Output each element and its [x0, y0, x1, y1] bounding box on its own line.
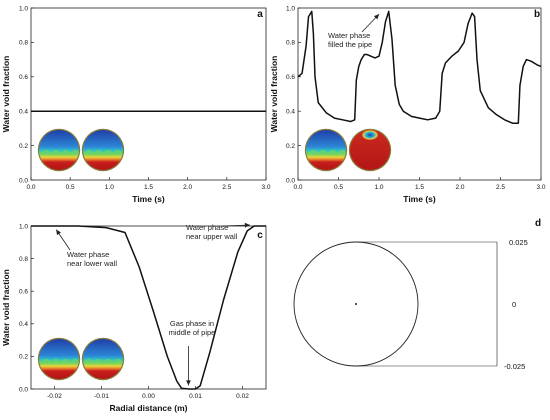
x-tick-label: 2.5 — [496, 184, 505, 191]
pipe-center-dot — [355, 303, 357, 305]
x-tick-label: 1.5 — [144, 184, 153, 191]
y-tick-label: 1.0 — [286, 5, 295, 12]
x-tick-label: 1.0 — [374, 184, 383, 191]
y-tick-label: 0.0 — [286, 177, 295, 184]
annotation-text: Water phase — [67, 250, 109, 259]
x-tick-label: 2.0 — [455, 184, 464, 191]
dimension-label-bottom: -0.025 — [504, 362, 525, 371]
y-tick-label: 0.6 — [286, 74, 295, 81]
cross-section-thumbnail — [81, 337, 125, 381]
cross-section-thumbnail — [37, 337, 81, 381]
x-axis-label: Time (s) — [403, 194, 436, 204]
x-tick-label: 2.0 — [183, 184, 192, 191]
x-tick-label: 0.5 — [334, 184, 343, 191]
annotation-text: Water phase — [328, 31, 370, 40]
y-tick-label: 0.8 — [19, 256, 28, 263]
data-series-line — [31, 225, 266, 390]
y-tick-label: 0.0 — [19, 386, 28, 393]
y-tick-label: 0.2 — [286, 143, 295, 150]
x-tick-label: 0.0 — [293, 184, 302, 191]
y-tick-label: 0.0 — [19, 177, 28, 184]
dimension-label-top: 0.025 — [509, 238, 528, 247]
data-series-line — [297, 10, 542, 124]
arrow-head — [373, 14, 380, 20]
y-tick-label: 0.6 — [19, 74, 28, 81]
arrow-head — [244, 222, 250, 228]
x-tick-label: 1.0 — [105, 184, 114, 191]
panel-label: c — [257, 230, 263, 241]
annotation-text: Gas phase in — [170, 319, 214, 328]
cross-section-thumbnail — [304, 128, 348, 172]
x-tick-label: 2.5 — [222, 184, 231, 191]
y-tick-label: 0.8 — [19, 40, 28, 47]
x-tick-label: 0.02 — [236, 393, 249, 400]
cross-section-thumbnail — [348, 128, 392, 172]
y-tick-label: 0.4 — [19, 321, 28, 328]
annotation-text: middle of pipe — [169, 328, 216, 337]
y-tick-label: 0.2 — [19, 354, 28, 361]
x-axis-label: Radial distance (m) — [110, 403, 188, 413]
plot-b: 0.0 0.5 1.0 1.5 2.0 2.5 3.0 0.0 0.2 0.4 0.6 0.8 1.0 T… — [269, 5, 546, 204]
annotation-text: near upper wall — [186, 232, 238, 241]
annotation-text: near lower wall — [67, 259, 117, 268]
y-tick-label: 0.4 — [286, 109, 295, 116]
plot-c: -0.02 -0.01 0.00 0.01 0.02 0.0 0.2 0.4 0.6 0.8 1.0… — [1, 222, 267, 413]
y-tick-label: 0.4 — [19, 109, 28, 116]
x-tick-label: 3.0 — [536, 184, 545, 191]
pipe-cross-section-diagram: d 0.025 0 -0.025 — [293, 218, 541, 371]
x-tick-label: 0.5 — [66, 184, 75, 191]
panel-label: b — [534, 9, 540, 20]
panel-label: a — [257, 9, 263, 20]
cross-section-thumbnail — [37, 128, 81, 172]
annotation-text: filled the pipe — [328, 40, 372, 49]
y-tick-label: 0.6 — [19, 289, 28, 296]
panel-label: d — [535, 218, 541, 229]
x-tick-label: 0.01 — [189, 393, 202, 400]
x-tick-label: -0.01 — [94, 393, 109, 400]
y-tick-label: 0.2 — [19, 143, 28, 150]
arrow-head — [186, 380, 191, 386]
cross-section-thumbnail — [81, 128, 125, 172]
plot-a: 0.0 0.5 1.0 1.5 2.0 2.5 3.0 0.0 0.2 0.4 0.6 0.8 1.0 T… — [1, 5, 271, 204]
x-tick-label: -0.02 — [47, 393, 62, 400]
x-tick-label: 0.00 — [142, 393, 155, 400]
x-tick-label: 1.5 — [415, 184, 424, 191]
y-tick-label: 1.0 — [19, 5, 28, 12]
y-axis-label: Water void fraction — [269, 56, 279, 133]
annotation-text: Water phase — [186, 223, 228, 232]
dimension-label-center: 0 — [512, 300, 516, 309]
y-axis-label: Water void fraction — [1, 56, 11, 133]
y-axis-label: Water void fraction — [1, 269, 11, 346]
y-tick-label: 1.0 — [19, 223, 28, 230]
arrow-head — [56, 229, 61, 236]
y-tick-label: 0.8 — [286, 40, 295, 47]
x-axis-label: Time (s) — [132, 194, 165, 204]
x-tick-label: 0.0 — [26, 184, 35, 191]
x-tick-label: 3.0 — [261, 184, 270, 191]
